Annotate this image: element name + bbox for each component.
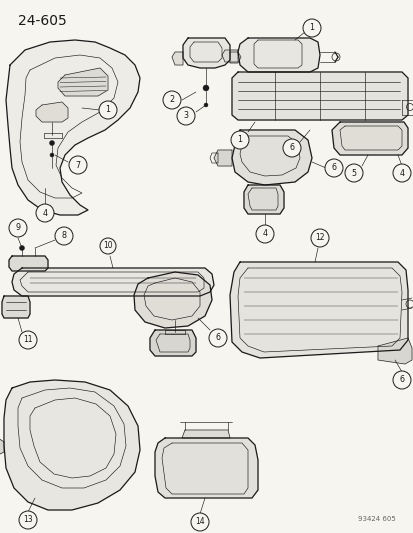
- Circle shape: [36, 204, 54, 222]
- Polygon shape: [58, 68, 108, 96]
- Text: 3: 3: [183, 111, 188, 120]
- Text: 6: 6: [215, 334, 220, 343]
- Polygon shape: [231, 130, 311, 185]
- Circle shape: [177, 107, 195, 125]
- Circle shape: [19, 331, 37, 349]
- Polygon shape: [4, 380, 140, 510]
- Text: 10: 10: [103, 241, 112, 251]
- Circle shape: [344, 164, 362, 182]
- Circle shape: [19, 511, 37, 529]
- Text: 2: 2: [169, 95, 174, 104]
- Text: 9: 9: [15, 223, 21, 232]
- Polygon shape: [0, 438, 4, 455]
- Circle shape: [50, 153, 54, 157]
- Circle shape: [392, 164, 410, 182]
- Polygon shape: [182, 430, 230, 438]
- Circle shape: [19, 246, 24, 251]
- Text: 1: 1: [105, 106, 110, 115]
- Polygon shape: [2, 296, 30, 318]
- Circle shape: [50, 141, 55, 146]
- Circle shape: [209, 329, 226, 347]
- Polygon shape: [36, 102, 68, 122]
- Text: 6: 6: [289, 143, 294, 152]
- Text: 6: 6: [399, 376, 404, 384]
- Text: 4: 4: [262, 230, 267, 238]
- Circle shape: [302, 19, 320, 37]
- Text: 1: 1: [237, 135, 242, 144]
- Circle shape: [99, 101, 117, 119]
- Circle shape: [282, 139, 300, 157]
- Circle shape: [69, 156, 87, 174]
- Polygon shape: [230, 262, 407, 358]
- Text: 7: 7: [75, 160, 81, 169]
- Circle shape: [230, 131, 248, 149]
- Polygon shape: [12, 268, 214, 296]
- Text: 6: 6: [331, 164, 336, 173]
- Polygon shape: [150, 330, 195, 356]
- Circle shape: [392, 371, 410, 389]
- Circle shape: [163, 91, 180, 109]
- Polygon shape: [243, 185, 283, 214]
- Text: 4: 4: [43, 208, 47, 217]
- Text: 5: 5: [351, 168, 356, 177]
- Polygon shape: [214, 150, 231, 166]
- Polygon shape: [134, 272, 211, 328]
- Polygon shape: [230, 52, 240, 63]
- Polygon shape: [9, 256, 48, 271]
- Circle shape: [55, 227, 73, 245]
- Text: 4: 4: [399, 168, 404, 177]
- Circle shape: [204, 103, 207, 107]
- Text: 13: 13: [23, 515, 33, 524]
- Text: 93424 605: 93424 605: [357, 516, 395, 522]
- Circle shape: [202, 85, 209, 91]
- Polygon shape: [221, 50, 237, 62]
- Circle shape: [190, 513, 209, 531]
- Polygon shape: [237, 38, 319, 72]
- Circle shape: [255, 225, 273, 243]
- Polygon shape: [154, 438, 257, 498]
- Text: 1: 1: [309, 23, 314, 33]
- Text: 14: 14: [195, 518, 204, 527]
- Circle shape: [324, 159, 342, 177]
- Polygon shape: [183, 38, 230, 68]
- Text: 11: 11: [23, 335, 33, 344]
- Text: 12: 12: [314, 233, 324, 243]
- Text: 8: 8: [62, 231, 66, 240]
- Text: 24-605: 24-605: [18, 14, 66, 28]
- Polygon shape: [171, 52, 183, 65]
- Polygon shape: [377, 338, 411, 364]
- Polygon shape: [231, 72, 407, 120]
- Polygon shape: [6, 40, 140, 215]
- Circle shape: [310, 229, 328, 247]
- Circle shape: [100, 238, 116, 254]
- Circle shape: [9, 219, 27, 237]
- Polygon shape: [331, 122, 407, 155]
